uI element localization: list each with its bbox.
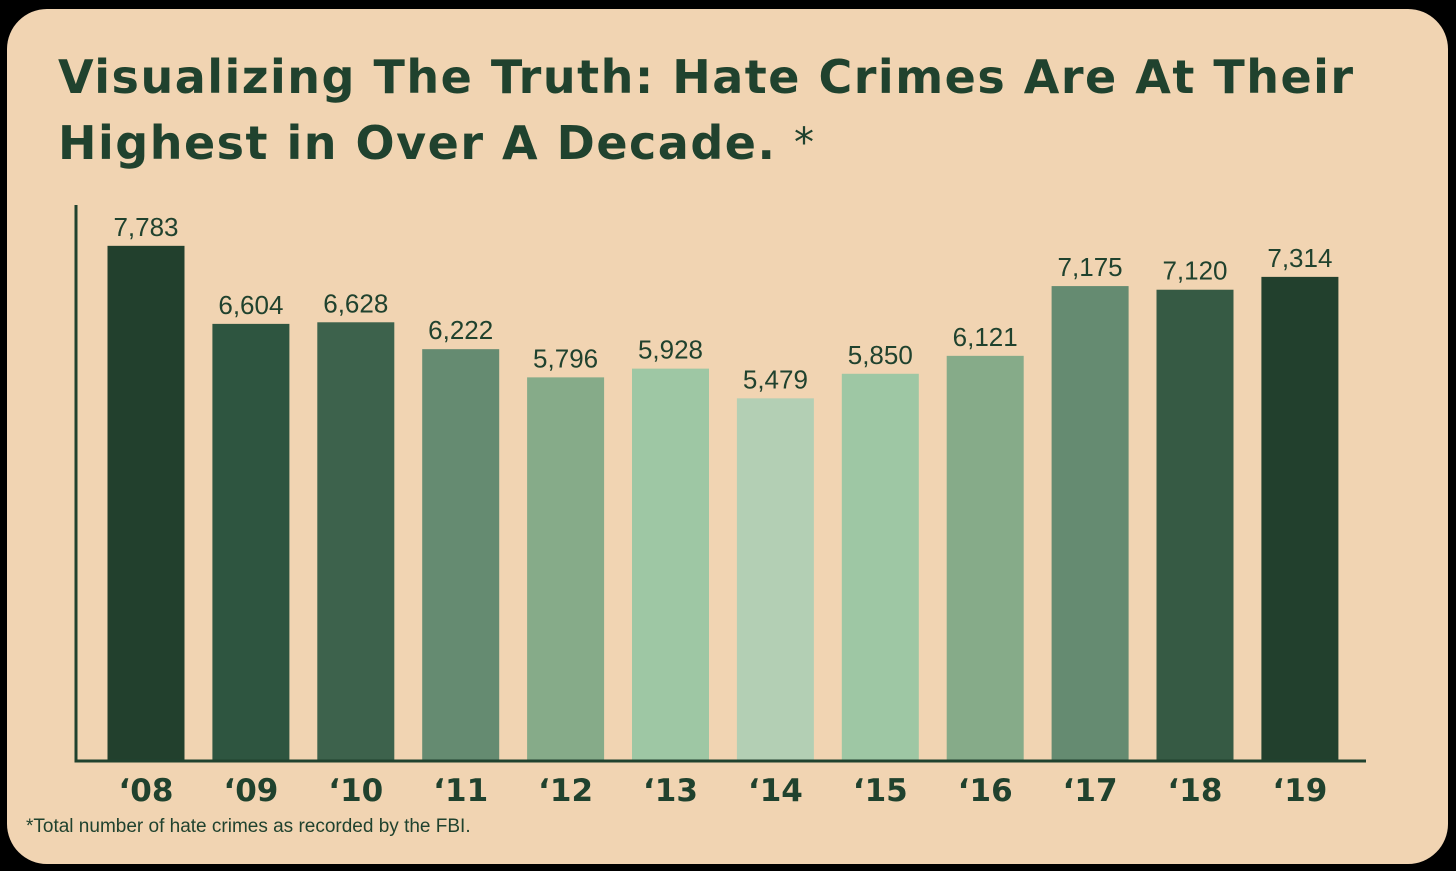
x-tick-label-6: ‘14 [748, 773, 803, 809]
bar-8 [946, 355, 1024, 761]
value-label-1: 6,604 [218, 290, 283, 320]
x-tick-label-8: ‘16 [958, 773, 1013, 809]
bar-10 [1156, 289, 1234, 761]
x-tick-label-4: ‘12 [538, 773, 593, 809]
value-label-9: 7,175 [1058, 252, 1123, 282]
bar-3 [422, 349, 500, 761]
bar-2 [317, 322, 395, 761]
x-tick-label-0: ‘08 [119, 773, 174, 809]
value-label-3: 6,222 [428, 315, 493, 345]
value-label-6: 5,479 [743, 364, 808, 394]
value-labels-group: 7,783 6,604 6,628 6,222 5,796 5,928 5,479 5,850… [113, 212, 1332, 395]
bar-1 [212, 323, 290, 761]
x-tick-label-10: ‘18 [1168, 773, 1223, 809]
value-label-11: 7,314 [1267, 243, 1332, 273]
x-tick-label-3: ‘11 [433, 773, 488, 809]
x-tick-label-1: ‘09 [223, 773, 278, 809]
chart-title-text: Visualizing The Truth: Hate Crimes Are A… [58, 50, 1355, 170]
value-label-4: 5,796 [533, 343, 598, 373]
x-tick-label-7: ‘15 [853, 773, 908, 809]
bar-9 [1051, 286, 1129, 761]
x-tick-label-5: ‘13 [643, 773, 698, 809]
x-tick-label-9: ‘17 [1063, 773, 1118, 809]
bar-7 [841, 373, 919, 761]
value-label-2: 6,628 [323, 288, 388, 318]
tick-labels-group: ‘08 ‘09 ‘10 ‘11 ‘12 ‘13 ‘14 ‘15 ‘16 ‘17 ‘18 ‘19 [119, 773, 1328, 809]
value-label-0: 7,783 [113, 212, 178, 242]
title-footnote-marker: * [793, 120, 816, 166]
x-tick-label-11: ‘19 [1272, 773, 1327, 809]
bar-5 [632, 368, 709, 761]
x-tick-label-2: ‘10 [328, 773, 383, 809]
bar-11 [1261, 276, 1339, 761]
bar-4 [527, 377, 605, 761]
bar-6 [736, 398, 814, 761]
bar-0 [107, 245, 185, 761]
value-label-10: 7,120 [1162, 256, 1227, 286]
footnote: *Total number of hate crimes as recorded… [26, 816, 471, 837]
value-label-8: 6,121 [953, 322, 1018, 352]
bars-group [107, 245, 1339, 761]
chart-title: Visualizing The Truth: Hate Crimes Are A… [58, 44, 1418, 176]
value-label-7: 5,850 [848, 340, 913, 370]
value-label-5: 5,928 [638, 335, 703, 365]
